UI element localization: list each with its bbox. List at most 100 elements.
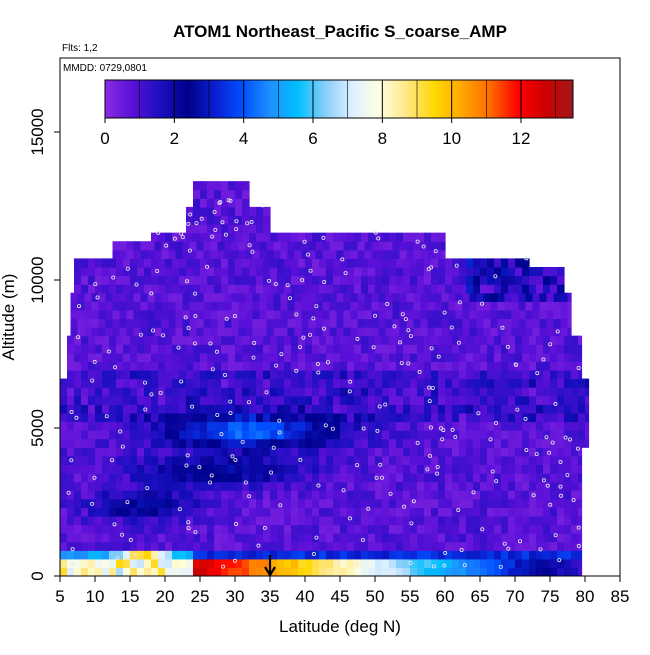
heatmap-cell	[326, 335, 334, 345]
heatmap-cell	[396, 361, 404, 371]
heatmap-cell	[473, 412, 481, 423]
heatmap-cell	[284, 275, 292, 285]
colorbar-tick-label: 2	[170, 129, 179, 148]
heatmap-cell	[200, 524, 208, 534]
heatmap-cell	[494, 472, 502, 483]
heatmap-cell	[536, 378, 544, 388]
heatmap-cell	[473, 455, 481, 466]
heatmap-cell	[259, 249, 268, 259]
heatmap-cell	[144, 369, 152, 380]
heatmap-cell	[207, 447, 215, 457]
heatmap-cell	[270, 438, 278, 448]
heatmap-cell	[137, 464, 145, 474]
heatmap-cell	[116, 567, 124, 576]
heatmap-cell	[242, 481, 250, 491]
heatmap-cell	[536, 455, 544, 466]
heatmap-cell	[354, 352, 362, 362]
heatmap-cell	[161, 292, 170, 302]
heatmap-cell	[546, 301, 555, 311]
heatmap-cell	[186, 206, 194, 217]
heatmap-cell	[214, 378, 222, 388]
heatmap-cell	[529, 275, 537, 285]
heatmap-cell	[417, 455, 425, 466]
heatmap-cell	[571, 498, 579, 508]
heatmap-cell	[249, 344, 257, 354]
heatmap-cell	[172, 387, 180, 397]
heatmap-cell	[144, 395, 152, 405]
heatmap-cell	[557, 541, 565, 551]
heatmap-cell	[438, 275, 446, 285]
heatmap-cell	[147, 292, 156, 302]
heatmap-cell	[347, 284, 355, 294]
heatmap-cell	[179, 481, 187, 491]
heatmap-cell	[277, 447, 285, 457]
heatmap-cell	[193, 335, 201, 345]
heatmap-cell	[445, 395, 453, 405]
heatmap-cell	[228, 215, 236, 225]
heatmap-cell	[81, 378, 89, 388]
heatmap-cell	[473, 404, 481, 414]
heatmap-cell	[515, 515, 523, 526]
heatmap-cell	[242, 541, 250, 551]
heatmap-cell	[88, 404, 96, 414]
heatmap-cell	[438, 378, 446, 388]
heatmap-cell	[336, 301, 345, 311]
heatmap-cell	[368, 335, 376, 345]
heatmap-cell	[508, 558, 516, 569]
heatmap-cell	[508, 404, 516, 414]
heatmap-cell	[319, 421, 327, 431]
heatmap-cell	[403, 481, 411, 491]
heatmap-cell	[67, 524, 75, 534]
heatmap-cell	[473, 515, 481, 526]
heatmap-cell	[382, 438, 390, 448]
heatmap-cell	[385, 241, 394, 251]
heatmap-cell	[298, 550, 306, 560]
heatmap-cell	[417, 378, 425, 388]
heatmap-cell	[480, 472, 488, 483]
heatmap-cell	[445, 361, 453, 371]
heatmap-cell	[368, 524, 376, 534]
heatmap-cell	[151, 524, 159, 534]
heatmap-cell	[508, 369, 516, 380]
heatmap-cell	[203, 241, 212, 251]
heatmap-cell	[466, 481, 474, 491]
heatmap-cell	[378, 327, 387, 337]
heatmap-cell	[487, 472, 495, 483]
heatmap-cell	[179, 490, 187, 500]
heatmap-cell	[550, 430, 558, 440]
y-tick-label: 15000	[28, 108, 47, 155]
heatmap-cell	[200, 369, 208, 380]
heatmap-cell	[403, 524, 411, 534]
heatmap-cell	[200, 515, 208, 526]
heatmap-cell	[473, 361, 481, 371]
heatmap-cell	[333, 455, 341, 466]
heatmap-cell	[424, 387, 432, 397]
heatmap-cell	[270, 395, 278, 405]
heatmap-cell	[347, 421, 355, 431]
heatmap-cell	[543, 447, 551, 457]
heatmap-cell	[329, 292, 338, 302]
heatmap-cell	[189, 249, 198, 259]
sample-point	[246, 400, 251, 405]
heatmap-cell	[95, 430, 103, 440]
heatmap-cell	[102, 533, 110, 543]
heatmap-cell	[312, 447, 320, 457]
heatmap-cell	[571, 455, 579, 466]
heatmap-cell	[291, 481, 299, 491]
sample-point	[308, 332, 313, 337]
heatmap-cell	[529, 335, 537, 345]
sample-point	[557, 558, 562, 563]
heatmap-cell	[354, 567, 362, 576]
heatmap-cell	[88, 438, 96, 448]
heatmap-cell	[452, 541, 460, 551]
heatmap-cell	[144, 430, 152, 440]
heatmap-cell	[466, 404, 474, 414]
heatmap-cell	[228, 369, 236, 380]
heatmap-cell	[333, 395, 341, 405]
heatmap-cell	[487, 395, 495, 405]
heatmap-cell	[172, 275, 180, 285]
heatmap-cell	[417, 421, 425, 431]
heatmap-cell	[459, 567, 467, 576]
heatmap-cell	[305, 352, 313, 362]
heatmap-cell	[564, 515, 572, 526]
